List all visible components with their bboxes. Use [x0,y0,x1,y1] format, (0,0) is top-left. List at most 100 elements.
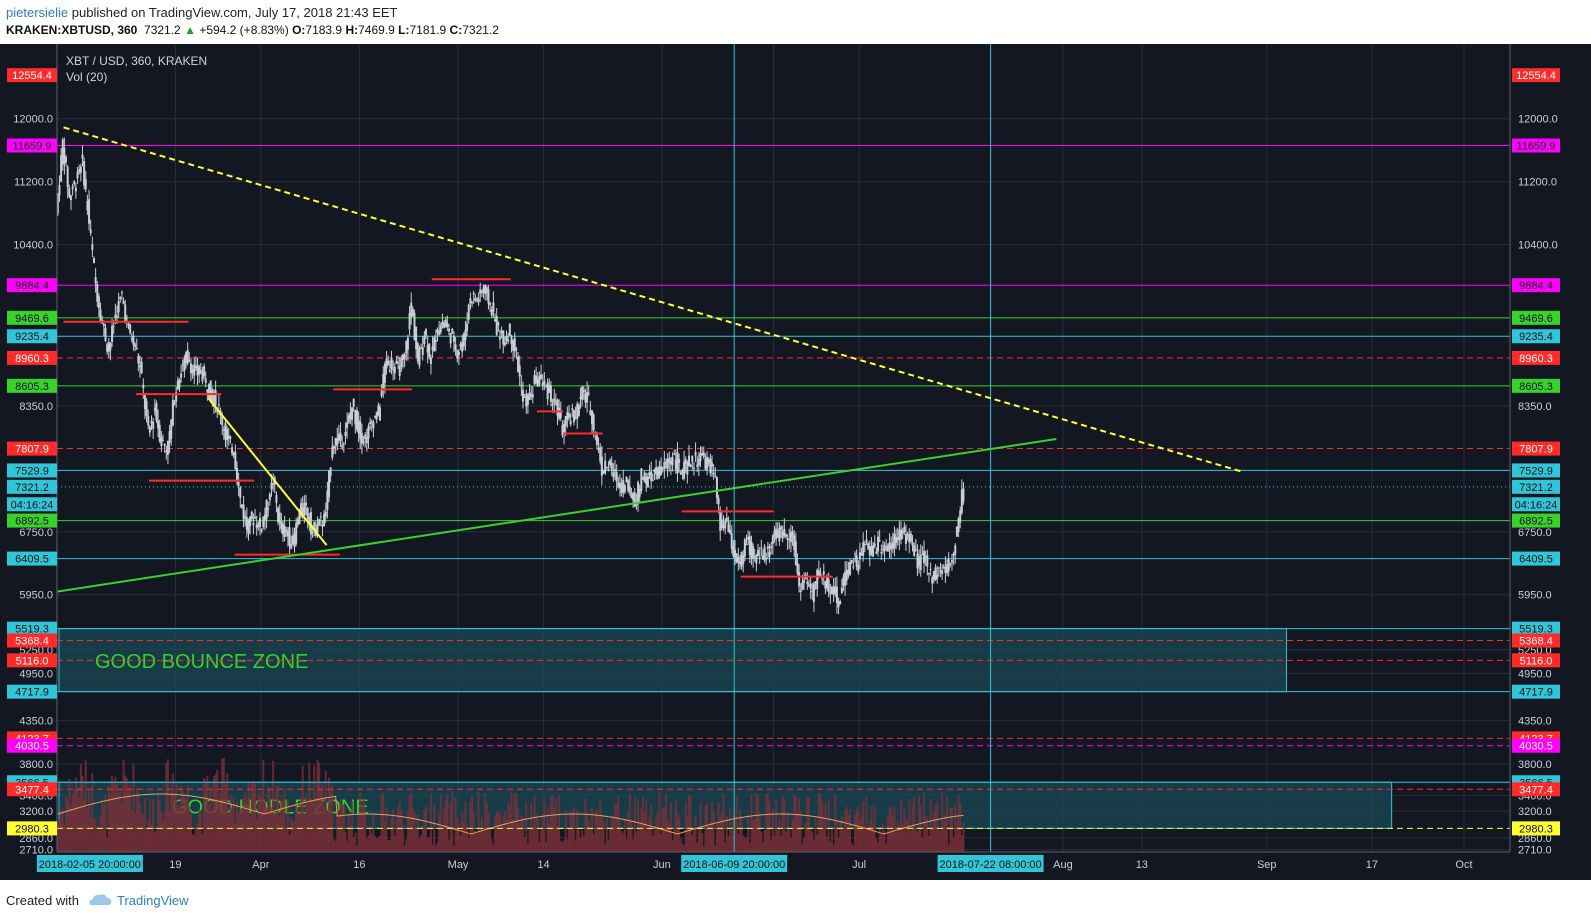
volume-bar [107,785,110,852]
x-tick-label: May [448,859,469,871]
volume-bar [737,833,740,852]
price-badge-left-label: 9469.6 [15,313,49,325]
candle-body [400,357,403,367]
price-badge-left-label: 4717.9 [15,687,49,699]
candle-body [586,391,589,403]
candle-body [480,290,483,293]
volume-bar [707,823,710,852]
volume-bar [574,840,577,852]
chart-background [0,44,1591,880]
volume-bar [686,815,689,852]
candle-body [242,504,245,520]
volume-bar [148,798,151,852]
volume-bar [217,798,220,852]
volume-bar [640,807,643,852]
volume-bar [921,837,924,852]
volume-bar [909,830,912,852]
volume-bar [231,807,234,852]
candle-body [521,389,524,402]
volume-bar [684,801,687,852]
volume-bar [768,801,771,852]
volume-bar [117,792,120,852]
volume-bar [600,814,603,852]
volume-bar [687,794,690,852]
tradingview-link[interactable]: TradingView [117,893,189,908]
candle-body [927,573,930,575]
volume-bar [722,793,725,852]
candle-body [152,421,155,429]
price-badge-right [1512,551,1560,566]
price-badge-left [7,497,57,512]
volume-bar [835,821,838,852]
volume-bar [326,812,329,852]
volume-bar [950,807,953,852]
candle-body [158,424,161,442]
price-badge-left [7,378,57,393]
volume-bar [556,825,559,852]
date-badge-label: 2018-07-22 08:00:00 [940,859,1042,871]
volume-bar [931,826,934,852]
volume-bar [135,788,138,852]
volume-bar [612,814,615,852]
candle-body [410,302,413,317]
candle-body [392,369,395,371]
volume-bar [609,828,612,852]
price-badge-left [7,782,57,797]
volume-bar [614,803,617,852]
candle-body [265,500,268,520]
volume-bar [293,820,296,852]
volume-bar [456,817,459,852]
volume-bar [374,836,377,852]
volume-bar [318,762,321,852]
candle-body [541,382,544,387]
volume-bar [732,814,735,852]
volume-bar [362,797,365,852]
volume-bar [471,796,474,852]
volume-bar [538,841,541,852]
candle-body [753,556,756,558]
candle-body [908,534,911,543]
publisher-link[interactable]: pietersielie [6,5,69,20]
candle-body [941,570,944,575]
candle-body [475,298,478,300]
volume-bar [198,809,201,852]
candle-body [393,366,396,374]
published-line: pietersielie published on TradingView.co… [6,5,397,20]
volume-bar [541,813,544,852]
candle-body [239,487,242,499]
volume-bar [96,826,99,852]
candle-body [880,552,883,554]
price-badge-left [7,653,57,668]
candle-body [209,380,212,401]
candle-body [849,561,852,575]
volume-bar [914,826,917,852]
volume-bar [844,810,847,852]
volume-ma-line [57,793,964,835]
price-badge-left [7,513,57,528]
volume-bar [147,821,150,852]
candle-body [398,365,401,376]
volume-bar [364,809,367,852]
published-text: published on TradingView.com, July 17, 2… [71,5,398,20]
x-tick-label: 13 [1136,859,1148,871]
candle-body [457,351,460,355]
candle-body [722,525,725,528]
candle-body [459,343,462,347]
candle-body [114,314,117,318]
candle-body [147,416,150,426]
volume-bar [832,844,835,852]
price-badge-left [7,278,57,293]
volume-bar [323,805,326,852]
candle-body [436,329,439,333]
candle-body [189,363,192,374]
volume-bar [124,775,127,852]
y-tick-label-right: 3800.0 [1518,759,1552,771]
candle-body [548,384,551,393]
candle-body [418,347,421,366]
volume-bar [628,793,631,852]
candle-body [729,529,732,534]
volume-bar [957,794,960,852]
candle-body [362,441,365,443]
candle-body [687,455,690,467]
